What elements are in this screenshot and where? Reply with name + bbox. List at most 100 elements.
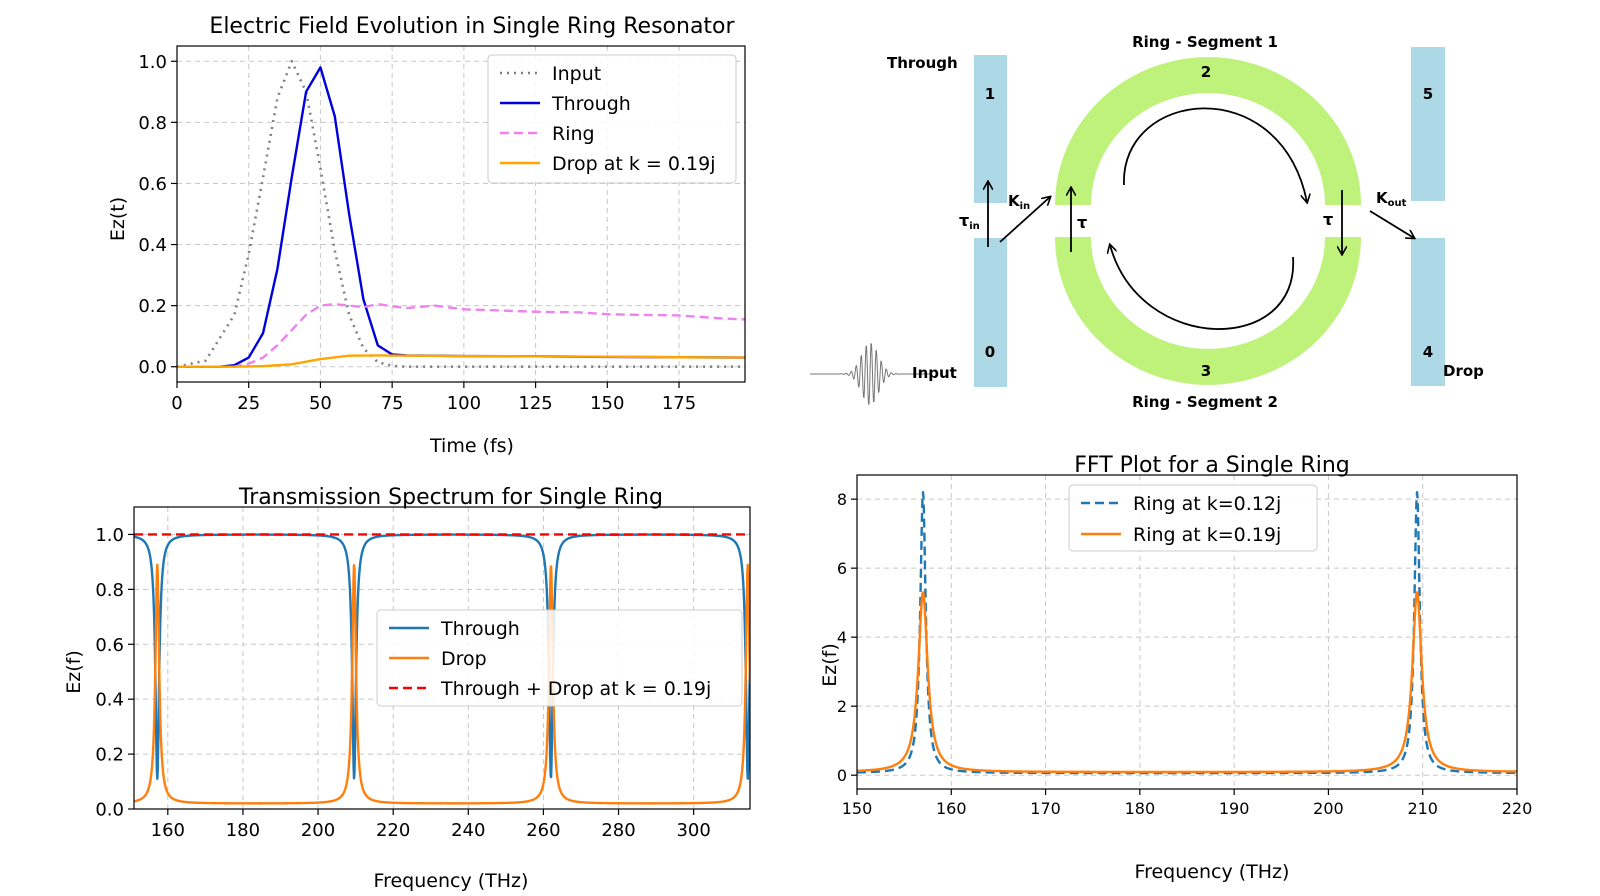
y-axis-label: Ez(f) — [819, 643, 841, 687]
legend-label: Drop at k = 0.19j — [552, 153, 715, 175]
x-tick-label: 210 — [1407, 799, 1438, 818]
tau-in-label: τin — [959, 211, 980, 232]
x-tick-label: 190 — [1219, 799, 1250, 818]
circulation-arrow-bottom — [1110, 245, 1294, 330]
port-label-2: 2 — [1201, 63, 1211, 81]
plot-frame — [176, 45, 746, 383]
k-out-label: Kout — [1376, 189, 1407, 209]
legend: Ring at k=0.12j Ring at k=0.19j — [1068, 484, 1318, 552]
x-tick-label: 300 — [676, 820, 710, 841]
legend-label: Ring at k=0.12j — [1133, 493, 1281, 515]
k-out-arrow — [1369, 210, 1414, 238]
segment-1-label: Ring - Segment 1 — [1132, 33, 1278, 51]
series-lines — [857, 491, 1517, 775]
legend: Through Drop Through + Drop at k = 0.19j — [376, 609, 743, 707]
x-tick-label: 180 — [1125, 799, 1156, 818]
legend-label: Ring at k=0.19j — [1133, 524, 1281, 546]
x-axis-label: Frequency (THz) — [374, 870, 529, 892]
x-tick-label: 50 — [309, 393, 332, 414]
through-waveguide — [974, 55, 1007, 203]
x-tick-label: 220 — [376, 820, 410, 841]
x-tick-label: 0 — [171, 393, 182, 414]
y-tick-label: 4 — [837, 628, 847, 647]
legend-label: Drop — [441, 648, 487, 670]
through-label: Through — [887, 54, 958, 72]
legend-box — [487, 54, 737, 184]
series-line-3 — [177, 354, 745, 368]
x-tick-label: 150 — [590, 393, 624, 414]
y-tick-label: 0 — [837, 766, 847, 785]
chart-title: Electric Field Evolution in Single Ring … — [209, 14, 735, 39]
legend-label: Through — [551, 93, 631, 115]
port-label-4: 4 — [1423, 343, 1433, 361]
k-in-arrow — [999, 197, 1050, 243]
series-line-0 — [177, 59, 745, 369]
y-tick-label: 0.2 — [138, 296, 167, 317]
y-tick-label: 1.0 — [95, 525, 124, 546]
x-tick-label: 220 — [1502, 799, 1533, 818]
transmission-spectrum-chart: Transmission Spectrum for Single Ring 16… — [63, 485, 751, 892]
port-label-3: 3 — [1201, 362, 1211, 380]
tick-labels: 150 160 170 180 190 200 210 220 0 2 4 6 8 — [837, 490, 1532, 818]
port-label-0: 0 — [985, 343, 995, 361]
legend-box — [1068, 484, 1318, 552]
y-tick-label: 0.6 — [95, 635, 124, 656]
x-tick-label: 175 — [662, 393, 696, 414]
y-tick-label: 0.2 — [95, 745, 124, 766]
series-line-1 — [134, 563, 750, 805]
k-in-label: Kin — [1008, 192, 1030, 212]
x-tick-label: 200 — [1313, 799, 1344, 818]
legend-box — [376, 609, 743, 707]
x-tick-label: 180 — [226, 820, 260, 841]
y-tick-label: 2 — [837, 697, 847, 716]
x-tick-label: 240 — [451, 820, 485, 841]
y-tick-label: 0.8 — [138, 113, 167, 134]
series-line-1 — [857, 591, 1517, 774]
chart-title: Transmission Spectrum for Single Ring — [238, 485, 663, 510]
legend-label: Through — [440, 618, 520, 640]
y-tick-label: 6 — [837, 559, 847, 578]
x-tick-label: 260 — [526, 820, 560, 841]
x-tick-label: 280 — [601, 820, 635, 841]
x-tick-label: 150 — [842, 799, 873, 818]
input-label: Input — [912, 364, 957, 382]
legend-label: Input — [552, 63, 601, 85]
x-tick-label: 160 — [151, 820, 185, 841]
circulation-arrow-top — [1123, 107, 1307, 202]
y-tick-label: 0.4 — [95, 690, 124, 711]
input-waveguide — [974, 238, 1007, 387]
grid — [856, 475, 1518, 789]
tau-left-label: τ — [1077, 213, 1087, 232]
series-line-2 — [177, 302, 745, 368]
chart-title: FFT Plot for a Single Ring — [1074, 453, 1349, 478]
input-pulse-icon — [810, 343, 930, 405]
tick-labels: 160 180 200 220 240 260 280 300 0.0 0.2 0.4 0.6 0.8 1… — [95, 525, 710, 841]
legend-label: Through + Drop at k = 0.19j — [440, 678, 711, 700]
segment-2-label: Ring - Segment 2 — [1132, 393, 1278, 411]
y-tick-label: 0.4 — [138, 235, 167, 256]
x-tick-label: 160 — [936, 799, 967, 818]
y-tick-label: 0.8 — [95, 580, 124, 601]
y-axis-label: Ez(t) — [107, 197, 129, 241]
x-tick-label: 25 — [237, 393, 260, 414]
y-tick-label: 0.0 — [138, 357, 167, 378]
series-lines — [134, 533, 750, 805]
tau-right-label: τ — [1323, 210, 1333, 229]
drop-waveguide-upper — [1411, 47, 1445, 201]
x-axis-label: Frequency (THz) — [1135, 861, 1290, 883]
series-lines — [177, 59, 745, 369]
plot-frame — [133, 506, 751, 810]
x-tick-label: 75 — [381, 393, 404, 414]
plot-frame — [856, 474, 1518, 790]
y-tick-label: 1.0 — [138, 52, 167, 73]
y-tick-label: 0.0 — [95, 799, 124, 820]
x-tick-label: 125 — [518, 393, 552, 414]
x-tick-label: 170 — [1030, 799, 1061, 818]
fft-chart: FFT Plot for a Single Ring 150 160 170 180 1… — [819, 453, 1532, 883]
drop-waveguide-lower — [1411, 238, 1445, 386]
ring-segment-2 — [1055, 237, 1361, 385]
ring-resonator-diagram: Through Input Drop Ring - Segment 1 Ring… — [810, 33, 1484, 411]
ring-segment-1 — [1055, 57, 1361, 205]
y-tick-label: 8 — [837, 490, 847, 509]
